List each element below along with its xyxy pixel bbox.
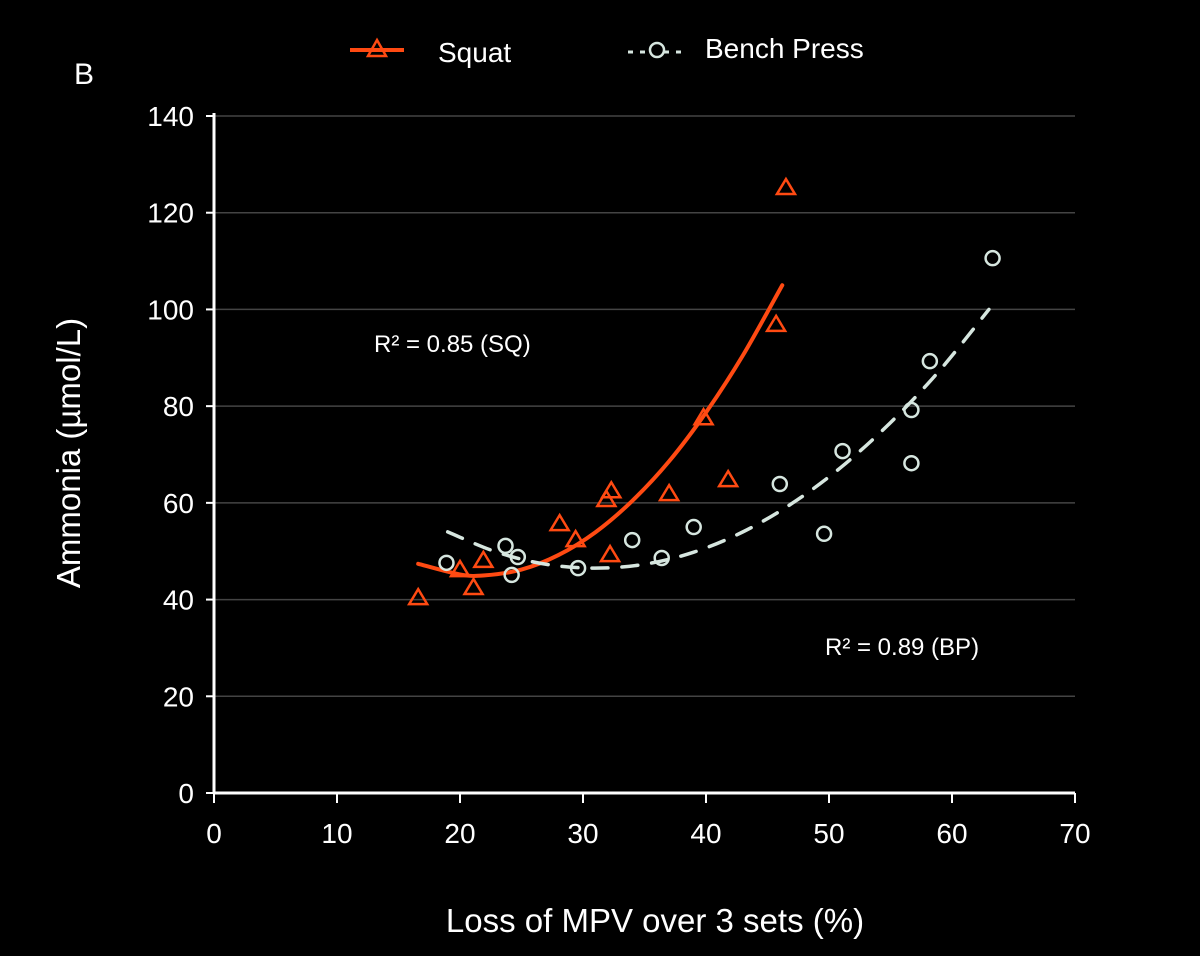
x-tick-label: 0 bbox=[206, 818, 222, 849]
legend-item-bench-press: Bench Press bbox=[628, 33, 864, 64]
y-tick-label: 60 bbox=[163, 488, 194, 519]
x-tick-labels: 0 10 20 30 40 50 60 70 bbox=[206, 818, 1090, 849]
y-tick-labels: 0 20 40 60 80 100 120 140 bbox=[147, 101, 194, 809]
bench-press-point bbox=[903, 401, 920, 419]
fit-line-squat bbox=[416, 283, 785, 578]
x-tick-label: 60 bbox=[936, 818, 967, 849]
bench-press-point bbox=[815, 525, 833, 543]
panel-label: B bbox=[74, 58, 94, 91]
triangle-marker-icon bbox=[365, 37, 389, 58]
annotation-r2-squat: R² = 0.85 (SQ) bbox=[374, 331, 531, 358]
bench-press-point bbox=[497, 537, 514, 555]
bench-press-point bbox=[834, 442, 851, 460]
bench-press-point bbox=[503, 566, 520, 584]
y-tick-label: 40 bbox=[163, 585, 194, 616]
bench-press-point bbox=[921, 352, 939, 370]
x-tick-label: 20 bbox=[444, 818, 475, 849]
bench-press-point bbox=[509, 548, 527, 566]
squat-point bbox=[548, 512, 571, 532]
squat-point bbox=[692, 406, 715, 426]
squat-point bbox=[774, 176, 798, 196]
squat-point bbox=[564, 528, 587, 548]
circle-marker-icon bbox=[648, 41, 666, 59]
bench-press-point bbox=[984, 249, 1001, 267]
y-tick-label: 120 bbox=[147, 198, 194, 229]
squat-point bbox=[406, 586, 430, 606]
legend-label-squat: Squat bbox=[438, 37, 511, 68]
y-tick-label: 80 bbox=[163, 391, 194, 422]
squat-point bbox=[657, 482, 681, 502]
x-tick-label: 70 bbox=[1059, 818, 1090, 849]
bench-press-point bbox=[771, 475, 789, 493]
legend: Squat Bench Press bbox=[350, 33, 864, 68]
x-axis-label: Loss of MPV over 3 sets (%) bbox=[446, 902, 864, 939]
x-tick-label: 40 bbox=[690, 818, 721, 849]
gridlines bbox=[214, 115, 1075, 698]
x-tick-label: 10 bbox=[321, 818, 352, 849]
squat-point bbox=[600, 479, 623, 499]
y-tick-label: 0 bbox=[178, 778, 194, 809]
squat-point bbox=[764, 313, 788, 333]
y-tick-label: 140 bbox=[147, 101, 194, 132]
squat-point bbox=[448, 558, 472, 578]
annotation-r2-bench: R² = 0.89 (BP) bbox=[825, 634, 979, 661]
squat-point bbox=[716, 468, 740, 488]
y-tick-label: 100 bbox=[147, 294, 194, 325]
x-tick-label: 30 bbox=[567, 818, 598, 849]
y-tick-label: 20 bbox=[163, 681, 194, 712]
axes bbox=[206, 113, 1076, 803]
bench-press-point bbox=[623, 531, 641, 549]
squat-point bbox=[472, 549, 495, 569]
x-tick-label: 50 bbox=[813, 818, 844, 849]
bench-press-point bbox=[653, 549, 670, 567]
fit-lines bbox=[416, 283, 991, 578]
bench-press-point bbox=[903, 454, 920, 472]
y-axis-label: Ammonia (µmol/L) bbox=[50, 318, 87, 588]
bench-press-point bbox=[569, 559, 587, 577]
squat-point bbox=[462, 576, 485, 596]
bench-press-point bbox=[438, 554, 455, 572]
data-points bbox=[406, 176, 1001, 606]
fit-line-bench-press bbox=[445, 307, 991, 570]
squat-point bbox=[598, 543, 622, 563]
legend-item-squat: Squat bbox=[350, 37, 511, 68]
bench-press-point bbox=[685, 518, 702, 536]
legend-label-bench-press: Bench Press bbox=[705, 33, 864, 64]
